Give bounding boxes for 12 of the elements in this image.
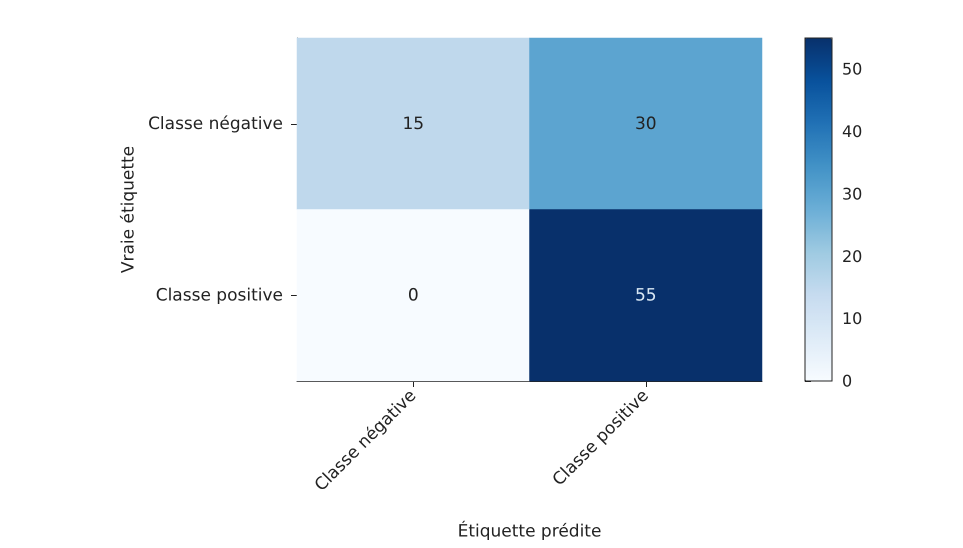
color-bar-label: 20	[842, 246, 862, 266]
color-bar-label: 10	[842, 309, 862, 328]
color-bar-label: 30	[842, 184, 862, 204]
x-axis-title: Étiquette prédite	[458, 520, 602, 542]
y-axis-title: Vraie étiquette	[118, 146, 138, 274]
data-label: 15	[402, 114, 424, 134]
data-label: 30	[634, 114, 657, 134]
color-bar-label: 0	[842, 372, 852, 390]
data-label: 0	[408, 285, 419, 306]
data-label: 55	[634, 285, 657, 306]
color-bar-label: 40	[842, 122, 862, 142]
color-bar-label: 50	[842, 60, 862, 79]
